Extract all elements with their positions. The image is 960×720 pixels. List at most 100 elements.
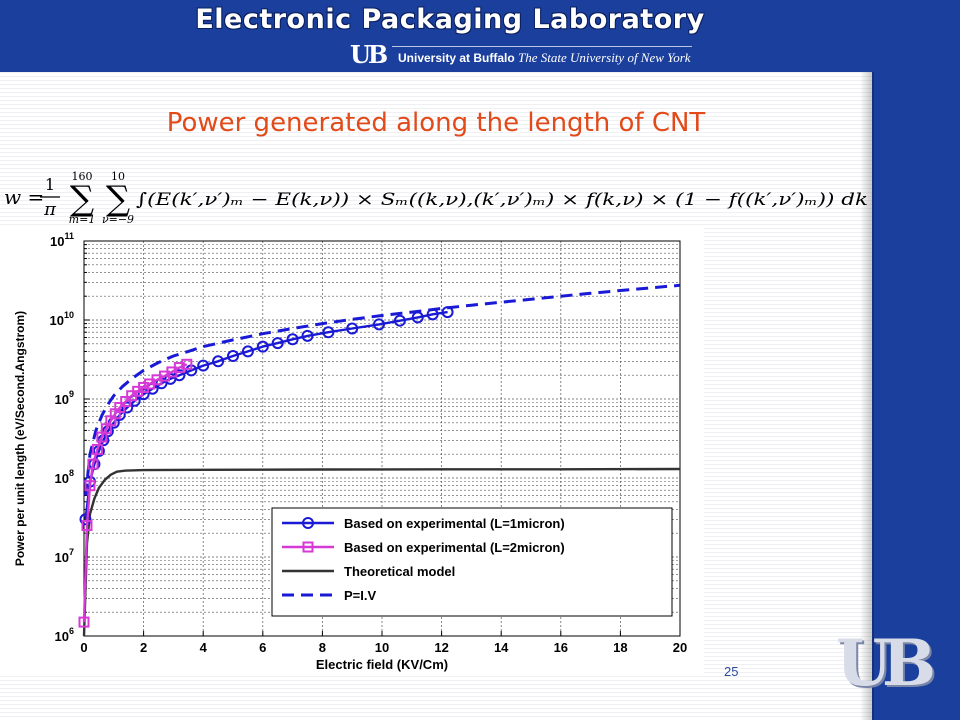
series-2-point (84, 480, 96, 492)
legend-label-1: Based on experimental (L=1micron) (344, 516, 565, 531)
y-tick-base: 10 (55, 471, 69, 486)
x-tick-label: 20 (673, 640, 687, 655)
sum2-lower: ν=−9 (102, 213, 134, 224)
series-2-point (114, 402, 126, 414)
university-name: University at Buffalo (398, 51, 515, 65)
series-line-4 (84, 283, 681, 496)
formula-integrand: ∫(E(k′,ν′)ₘ − E(k,ν)) × Sₘ((k,ν),(k′,ν′)… (136, 190, 868, 210)
series-1-point (373, 318, 386, 331)
series-1-point (322, 326, 335, 339)
series-1-point (241, 345, 254, 358)
series-line-2 (82, 363, 188, 623)
y-tick-base: 10 (55, 550, 69, 565)
series-1-point (173, 369, 186, 382)
y-tick-label: 106 (55, 626, 74, 644)
y-tick-exponent: 7 (69, 547, 74, 557)
series-1-point (197, 359, 210, 372)
formula-numerator: 1 (45, 175, 55, 194)
x-tick-label: 18 (613, 640, 627, 655)
university-tagline: The State University of New York (518, 50, 691, 65)
series-1-point (301, 329, 314, 342)
y-tick-exponent: 11 (64, 231, 74, 241)
x-axis-label: Electric field (KV/Cm) (316, 657, 448, 672)
right-decor-band (872, 72, 960, 720)
y-tick-base: 10 (55, 392, 69, 407)
series-2-point (181, 358, 193, 370)
y-tick-label: 1010 (50, 310, 74, 328)
ub-logo-small: UB (350, 40, 388, 69)
sum2-sigma-icon: ∑ (106, 179, 130, 219)
y-tick-base: 10 (50, 313, 64, 328)
series-1-point (271, 337, 284, 350)
y-tick-exponent: 6 (69, 626, 74, 636)
x-tick-label: 12 (434, 640, 448, 655)
legend-label-4: P=I.V (344, 588, 376, 603)
x-tick-label: 2 (140, 640, 147, 655)
series-2-point (120, 395, 132, 407)
legend-label-3: Theoretical model (344, 564, 455, 579)
y-tick-exponent: 8 (69, 468, 74, 478)
y-tick-label: 1011 (50, 231, 74, 249)
series-1-point (137, 388, 150, 401)
y-tick-exponent: 10 (64, 310, 74, 320)
legend-marker-square-icon (302, 541, 314, 553)
series-layer (78, 283, 681, 637)
series-1-point (411, 311, 424, 324)
y-tick-label: 107 (55, 547, 74, 565)
x-tick-label: 14 (494, 640, 509, 655)
sum2-upper: 10 (111, 170, 125, 183)
series-1-point (121, 401, 134, 414)
series-1-point (346, 322, 359, 335)
sum1-sigma-icon: ∑ (70, 179, 94, 219)
page-number: 25 (724, 664, 739, 679)
slide-title: Power generated along the length of CNT (166, 108, 706, 138)
power-formula: w = 1 π 160 ∑ m=1 10 ∑ ν=−9 ∫(E(k′,ν′)ₘ … (0, 168, 872, 226)
x-tick-label: 16 (554, 640, 568, 655)
formula-denominator: π (43, 199, 57, 220)
formula-lhs: w = (4, 185, 44, 209)
lab-title: Electronic Packaging Laboratory (195, 4, 705, 35)
y-tick-label: 109 (55, 389, 74, 407)
series-2-point (87, 458, 99, 470)
sum1-upper: 160 (72, 170, 93, 183)
y-axis-label: Power per unit length (eV/Second.Angstro… (13, 311, 27, 566)
series-line-1 (84, 310, 448, 520)
series-2-point (81, 520, 93, 532)
y-tick-exponent: 9 (69, 389, 74, 399)
legend-marker-circle-icon (302, 517, 314, 529)
header-rule (392, 46, 692, 47)
power-chart: 0 2 4 6 8 10 12 14 16 18 20 106 107 108 109 1010 1011 Ba… (0, 226, 704, 676)
series-1-point (426, 308, 439, 321)
legend-box (271, 507, 673, 617)
sum1-lower: m=1 (69, 213, 96, 224)
series-line-3 (82, 467, 681, 637)
y-tick-base: 10 (50, 234, 64, 249)
x-tick-label: 8 (319, 640, 326, 655)
y-tick-label: 108 (55, 468, 74, 486)
series-1-point (212, 355, 225, 368)
series-1-point (286, 333, 299, 346)
series-1-point (393, 314, 406, 327)
series-2-point (91, 443, 103, 455)
series-1-point (79, 513, 92, 526)
legend: Based on experimental (L=1micron) Based o… (271, 507, 673, 617)
series-2-point (173, 362, 185, 374)
series-1-point (227, 350, 239, 363)
ub-logo-large: UB (836, 626, 936, 701)
x-tick-label: 0 (80, 640, 87, 655)
x-tick-label: 6 (259, 640, 266, 655)
series-2-point (78, 616, 90, 628)
series-1-point (441, 306, 454, 319)
x-tick-label: 10 (375, 640, 389, 655)
legend-label-2: Based on experimental (L=2micron) (344, 540, 565, 555)
series-1-point (256, 340, 269, 353)
right-band-shadow (860, 72, 874, 720)
university-line: University at Buffalo The State Universi… (398, 50, 691, 66)
series-2-point (138, 381, 150, 393)
y-tick-base: 10 (55, 629, 69, 644)
x-tick-label: 4 (200, 640, 208, 655)
header-bar: Electronic Packaging Laboratory UB Unive… (0, 0, 960, 72)
formula-svg: w = 1 π 160 ∑ m=1 10 ∑ ν=−9 ∫(E(k′,ν′)ₘ … (4, 170, 868, 226)
